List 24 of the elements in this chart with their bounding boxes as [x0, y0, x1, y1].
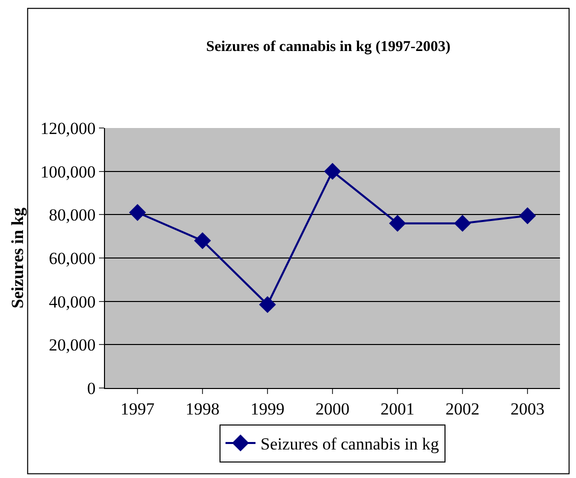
x-tick-label: 1997 — [120, 399, 155, 418]
x-tick-label: 2000 — [316, 399, 350, 418]
x-tick-label: 2001 — [380, 399, 414, 418]
y-tick-label: 40,000 — [48, 292, 96, 312]
y-tick-label: 0 — [87, 378, 96, 398]
y-tick-label: 80,000 — [48, 206, 96, 225]
y-tick-label: 20,000 — [48, 336, 96, 355]
point — [129, 204, 146, 221]
legend-label: Seizures of cannabis in kg — [260, 434, 440, 454]
y-axis-title: Seizures in kg — [8, 207, 27, 308]
x-tick-label: 2003 — [510, 399, 544, 418]
y-tick-label: 60,000 — [48, 248, 96, 268]
point — [194, 232, 211, 250]
point — [259, 296, 276, 314]
point — [324, 162, 341, 180]
chart-title: Seizures of cannabis in kg (1997-2003) — [206, 39, 450, 56]
x-tick-label: 1999 — [250, 399, 284, 418]
y-tick-label: 120,000 — [40, 118, 96, 138]
point — [519, 207, 536, 224]
x-tick-label: 2002 — [446, 399, 480, 418]
x-tick-label: 1998 — [186, 399, 220, 418]
y-tick-label: 100,000 — [40, 162, 96, 182]
point — [389, 214, 406, 232]
point — [454, 214, 471, 232]
